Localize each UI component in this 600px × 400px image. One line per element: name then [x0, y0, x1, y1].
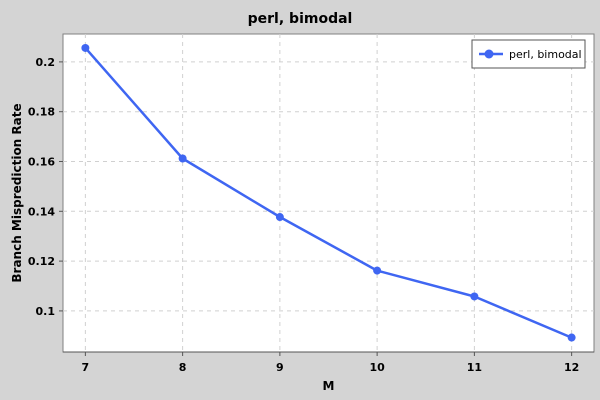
- x-tick-label: 7: [82, 361, 90, 374]
- legend-swatch-marker: [484, 49, 494, 59]
- chart-title: perl, bimodal: [248, 11, 353, 27]
- data-point: [373, 266, 382, 275]
- y-axis-label: Branch Misprediction Rate: [10, 103, 24, 282]
- data-point: [81, 43, 90, 52]
- legend-label: perl, bimodal: [509, 48, 582, 61]
- legend: perl, bimodal: [471, 39, 586, 69]
- x-axis-label: M: [323, 379, 335, 393]
- plot-area: [62, 33, 595, 353]
- data-point: [275, 213, 284, 222]
- data-point: [470, 292, 479, 301]
- x-tick-label: 11: [467, 361, 482, 374]
- y-tick-label: 0.14: [28, 205, 55, 218]
- axis-ticks: 7 8 9 10 11 12 0.1 0.12 0.14 0.16 0.18 0.2: [28, 56, 579, 374]
- x-tick-label: 10: [369, 361, 385, 374]
- grid-lines: [63, 34, 594, 352]
- data-point: [178, 154, 187, 163]
- x-tick-label: 8: [179, 361, 187, 374]
- y-tick-label: 0.12: [28, 255, 55, 268]
- y-tick-label: 0.16: [28, 155, 55, 168]
- series-line: [84, 47, 573, 339]
- y-tick-label: 0.1: [36, 305, 56, 318]
- y-tick-label: 0.2: [36, 56, 56, 69]
- y-tick-label: 0.18: [28, 106, 55, 119]
- series-layer: [81, 43, 576, 342]
- x-tick-label: 12: [564, 361, 579, 374]
- x-tick-label: 9: [276, 361, 284, 374]
- data-point: [567, 333, 576, 342]
